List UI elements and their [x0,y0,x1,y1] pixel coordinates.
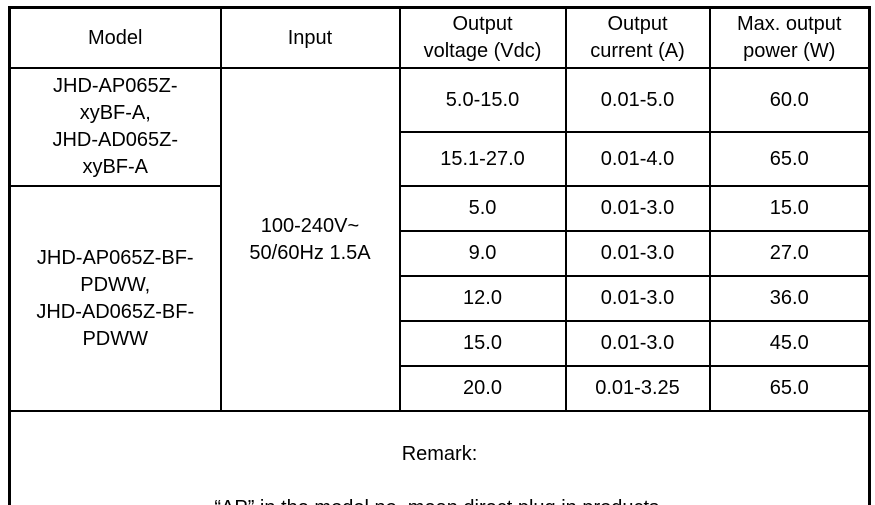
col-header-max-output-power: Max. output power (W) [708,6,871,69]
voltage-cell: 15.1-27.0 [398,131,567,187]
current-cell: 0.01-3.0 [564,185,711,232]
header-row: Model Input Output voltage (Vdc) Output … [8,6,871,69]
voltage-cell: 5.0-15.0 [398,67,567,133]
voltage-cell: 12.0 [398,275,567,322]
power-cell: 36.0 [708,275,871,322]
col-header-input: Input [219,6,401,69]
current-cell: 0.01-3.0 [564,320,711,367]
table-row: 12.0 0.01-3.0 36.0 [10,275,871,322]
col-header-output-voltage: Output voltage (Vdc) [398,6,567,69]
model-group-2-cell: JHD-AP065Z-BF- PDWW, JHD-AD065Z-BF- PDWW [8,185,222,412]
current-cell: 0.01-3.0 [564,230,711,277]
voltage-cell: 15.0 [398,320,567,367]
power-cell: 65.0 [708,365,871,412]
current-cell: 0.01-4.0 [564,131,711,187]
power-cell: 27.0 [708,230,871,277]
current-cell: 0.01-3.0 [564,275,711,322]
current-cell: 0.01-5.0 [564,67,711,133]
power-cell: 45.0 [708,320,871,367]
input-cell: 100-240V~ 50/60Hz 1.5A [219,67,401,412]
power-cell: 65.0 [708,131,871,187]
remark-row: Remark: “AP” in the model no. mean direc… [8,410,871,505]
model-group-1-cell: JHD-AP065Z- xyBF-A, JHD-AD065Z- xyBF-A [8,67,222,187]
table-row: JHD-AP065Z-BF- PDWW, JHD-AD065Z-BF- PDWW… [8,185,871,412]
col-header-output-current: Output current (A) [564,6,711,69]
remark-cell: Remark: “AP” in the model no. mean direc… [8,410,871,505]
remark-line-ap: “AP” in the model no. mean direct plug i… [17,495,862,505]
current-cell: 0.01-3.25 [564,365,711,412]
table-row: JHD-AP065Z- xyBF-A, JHD-AD065Z- xyBF-A 1… [8,67,871,412]
power-cell: 60.0 [708,67,871,133]
remark-title: Remark: [401,443,478,465]
table-row: 15.0 0.01-3.0 45.0 [10,320,871,367]
voltage-cell: 5.0 [398,185,567,232]
table-row: 9.0 0.01-3.0 27.0 [10,230,871,277]
table-row: 15.1-27.0 0.01-4.0 65.0 [10,131,871,187]
voltage-cell: 9.0 [398,230,567,277]
power-cell: 15.0 [708,185,871,232]
table-row: 20.0 0.01-3.25 65.0 [10,365,871,412]
power-spec-table: Model Input Output voltage (Vdc) Output … [8,6,871,505]
voltage-cell: 20.0 [398,365,567,412]
col-header-model: Model [8,6,222,69]
